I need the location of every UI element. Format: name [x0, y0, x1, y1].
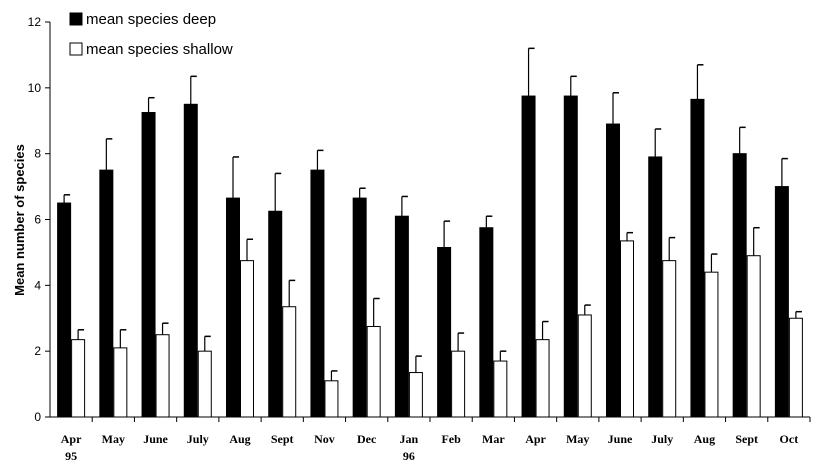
bar-shallow: [493, 360, 508, 418]
y-ticks: 0 2 4 6 8 10 12: [28, 15, 50, 424]
bar-shallow: [324, 380, 339, 418]
y-tick-label: 6: [34, 213, 41, 227]
bar-shallow: [155, 334, 170, 418]
y-tick-label: 8: [34, 147, 41, 161]
bar-deep: [521, 95, 536, 418]
bar-shallow: [240, 260, 254, 418]
bar-deep: [479, 227, 494, 418]
bar-deep: [352, 197, 367, 418]
legend-label-deep: mean species deep: [86, 11, 216, 28]
legend-swatch-deep: [69, 12, 83, 26]
bar-deep: [690, 98, 705, 418]
bar-shallow: [662, 260, 677, 418]
x-tick-label: Apr: [61, 432, 82, 446]
bar-deep: [394, 215, 409, 418]
error-bars: [63, 47, 802, 381]
bar-deep: [437, 246, 452, 418]
x-tick-label: June: [608, 432, 633, 446]
bar-deep: [774, 186, 789, 418]
x-year-label: 95: [65, 449, 77, 463]
x-tick-label: Dec: [357, 432, 377, 446]
x-tick-label: May: [102, 432, 125, 446]
x-tick-label: May: [566, 432, 589, 446]
bar-shallow: [408, 372, 423, 418]
legend: mean species deep mean species shallow: [52, 4, 257, 66]
bar-shallow: [71, 339, 86, 418]
x-tick-label: Aug: [694, 432, 715, 446]
bar-deep: [606, 123, 620, 418]
legend-swatch-shallow: [69, 42, 83, 56]
bar-shallow: [366, 325, 381, 418]
x-tick-labels: Apr May June July Aug Sept Nov Dec Jan Feb Mar Apr M…: [61, 417, 811, 463]
bar-shallow: [620, 240, 634, 418]
legend-background: [52, 4, 257, 66]
y-tick-label: 10: [28, 81, 42, 95]
y-tick-label: 4: [34, 278, 41, 292]
bar-deep: [57, 202, 72, 418]
x-tick-label: Oct: [780, 432, 799, 446]
bar-deep: [563, 95, 578, 418]
x-tick-label: Apr: [525, 432, 546, 446]
bar-deep: [99, 169, 114, 418]
bar-deep: [310, 169, 325, 418]
x-tick-label: Mar: [482, 432, 505, 446]
bar-shallow: [704, 271, 719, 418]
bar-shallow: [788, 317, 803, 418]
bar-deep: [183, 103, 198, 418]
y-tick-label: 12: [28, 15, 42, 29]
bar-shallow: [451, 350, 466, 418]
y-axis-label: Mean number of species: [12, 144, 27, 296]
bars: [57, 95, 803, 418]
x-tick-label: July: [651, 432, 673, 446]
bar-deep: [141, 112, 156, 418]
x-tick-label: Feb: [441, 432, 461, 446]
bar-deep: [648, 156, 663, 418]
x-tick-label: Sept: [271, 432, 294, 446]
bar-deep: [226, 197, 240, 418]
bar-shallow: [577, 314, 592, 418]
x-tick-label: July: [187, 432, 209, 446]
bar-deep: [732, 153, 747, 418]
bar-shallow: [197, 350, 212, 418]
bar-deep: [268, 210, 283, 418]
x-tick-label: Jan: [400, 432, 419, 446]
bar-shallow: [535, 339, 550, 418]
y-tick-label: 0: [34, 410, 41, 424]
bar-shallow: [282, 306, 297, 418]
legend-label-shallow: mean species shallow: [86, 41, 233, 58]
bar-shallow: [746, 255, 761, 418]
y-tick-label: 2: [34, 344, 41, 358]
x-tick-label: Nov: [314, 432, 335, 446]
bar-shallow: [113, 347, 128, 418]
x-tick-label: June: [143, 432, 168, 446]
x-year-label: 96: [403, 449, 415, 463]
x-tick-label: Aug: [229, 432, 250, 446]
x-tick-label: Sept: [735, 432, 758, 446]
